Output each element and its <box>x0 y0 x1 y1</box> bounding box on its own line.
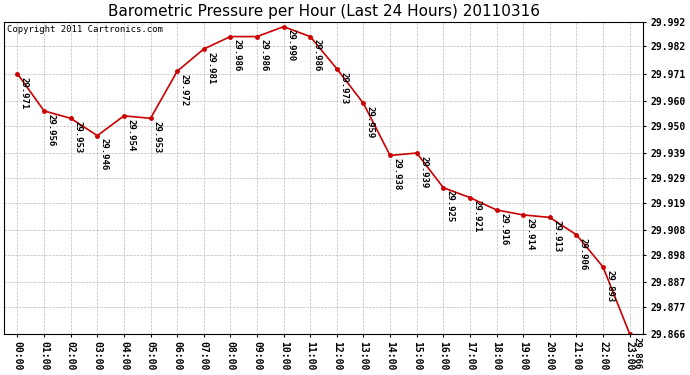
Text: 29.916: 29.916 <box>499 213 508 245</box>
Text: 29.939: 29.939 <box>419 156 428 188</box>
Text: 29.956: 29.956 <box>46 114 55 146</box>
Text: 29.921: 29.921 <box>473 200 482 232</box>
Text: 29.953: 29.953 <box>73 121 82 153</box>
Title: Barometric Pressure per Hour (Last 24 Hours) 20110316: Barometric Pressure per Hour (Last 24 Ho… <box>108 4 540 19</box>
Text: 29.972: 29.972 <box>179 74 188 106</box>
Text: 29.990: 29.990 <box>286 30 295 62</box>
Text: 29.959: 29.959 <box>366 106 375 138</box>
Text: 29.925: 29.925 <box>446 190 455 223</box>
Text: 29.893: 29.893 <box>605 270 615 302</box>
Text: 29.946: 29.946 <box>100 138 109 171</box>
Text: 29.938: 29.938 <box>393 158 402 190</box>
Text: 29.971: 29.971 <box>20 76 29 109</box>
Text: 29.913: 29.913 <box>552 220 561 252</box>
Text: 29.953: 29.953 <box>153 121 162 153</box>
Text: 29.986: 29.986 <box>313 39 322 72</box>
Text: 29.914: 29.914 <box>526 218 535 250</box>
Text: 29.981: 29.981 <box>206 52 215 84</box>
Text: 29.986: 29.986 <box>233 39 241 72</box>
Text: Copyright 2011 Cartronics.com: Copyright 2011 Cartronics.com <box>8 25 164 34</box>
Text: 29.973: 29.973 <box>339 72 348 104</box>
Text: 29.906: 29.906 <box>579 237 588 270</box>
Text: 29.866: 29.866 <box>632 337 641 369</box>
Text: 29.986: 29.986 <box>259 39 268 72</box>
Text: 29.954: 29.954 <box>126 118 135 151</box>
